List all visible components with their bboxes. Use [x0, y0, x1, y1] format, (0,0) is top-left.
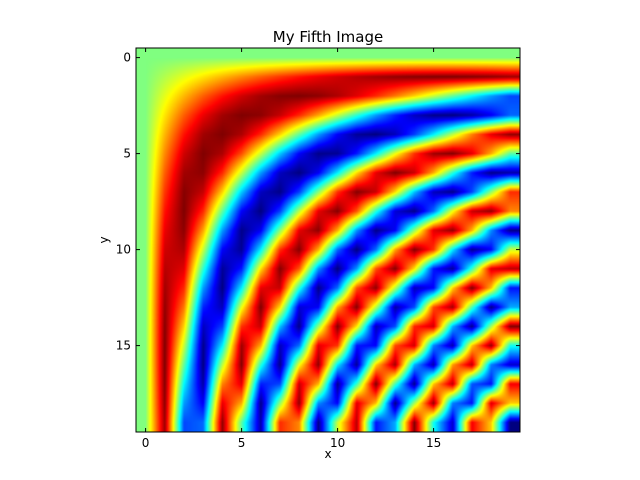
chart-title: My Fifth Image	[273, 28, 383, 46]
y-axis-label: y	[97, 236, 111, 243]
x-tick-label: 0	[142, 436, 150, 450]
x-tick-label: 15	[426, 436, 441, 450]
y-tick-label: 0	[123, 51, 131, 65]
x-axis-ticks: 0 5 10 15	[142, 48, 441, 450]
x-axis-label: x	[324, 447, 331, 461]
heatmap-image-holder	[136, 48, 520, 432]
x-tick-label: 10	[330, 436, 345, 450]
y-tick-label: 5	[123, 147, 131, 161]
x-tick-label: 5	[238, 436, 246, 450]
plot-area	[135, 47, 521, 433]
y-tick-label: 10	[116, 243, 131, 257]
y-tick-label: 15	[116, 339, 131, 353]
y-axis-ticks: 0 5 10 15	[116, 51, 520, 353]
heatmap-image	[136, 48, 520, 432]
plot-frame	[135, 47, 521, 433]
